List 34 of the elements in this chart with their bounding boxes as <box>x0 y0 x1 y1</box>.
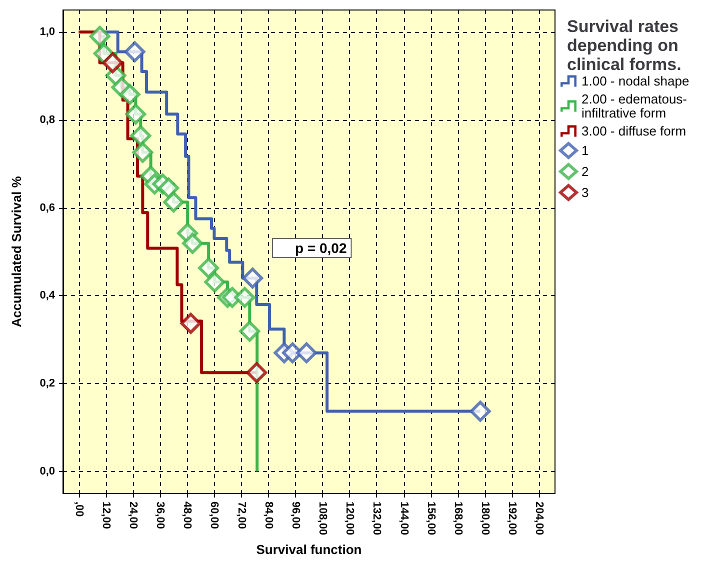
x-tick-label: 192,00 <box>506 501 518 536</box>
y-tick-label: 0,2 <box>40 378 55 390</box>
legend-label: 1.00 - nodal shape <box>582 74 690 88</box>
legend-label: 2 <box>582 164 589 179</box>
x-tick-label: 48,00 <box>181 501 194 529</box>
legend-label: 1 <box>582 143 589 158</box>
x-tick-label: 96,00 <box>289 501 302 529</box>
y-tick-label: 0,8 <box>40 114 55 126</box>
x-tick-label: 168,00 <box>452 501 464 536</box>
x-tick-label: 84,00 <box>262 501 274 529</box>
x-tick-label: 120,00 <box>344 501 356 536</box>
annotation: p = 0,02 <box>295 240 347 256</box>
x-tick-label: 132,00 <box>370 501 383 536</box>
y-axis-title: Accumulated Survival % <box>9 176 24 328</box>
x-tick-label: 72,00 <box>235 501 248 529</box>
x-tick-label: 24,00 <box>126 501 139 529</box>
x-tick-label: 156,00 <box>424 501 437 536</box>
y-tick-label: 0,0 <box>40 465 55 478</box>
x-tick-label: 204,00 <box>533 501 546 536</box>
legend-label: 3.00 - diffuse form <box>582 124 686 138</box>
legend-title: Survival rates depending on clinical forms. <box>567 17 684 74</box>
y-tick-label: 1,0 <box>40 26 55 38</box>
legend-label: 2.00 - edematous-infiltrative form <box>582 92 688 120</box>
y-tick-label: 0,6 <box>40 202 55 214</box>
x-tick-label: 180,00 <box>479 501 492 536</box>
x-axis-title: Survival function <box>256 542 362 557</box>
x-tick-label: 60,00 <box>208 501 220 529</box>
x-tick-label: 36,00 <box>154 501 166 529</box>
x-tick-label: ,00 <box>72 501 85 517</box>
x-tick-label: 144,00 <box>398 501 410 536</box>
y-tick-label: 0,4 <box>40 290 56 302</box>
x-tick-label: 108,00 <box>316 501 329 536</box>
legend-label: 3 <box>582 185 589 200</box>
x-tick-label: 12,00 <box>100 501 112 529</box>
